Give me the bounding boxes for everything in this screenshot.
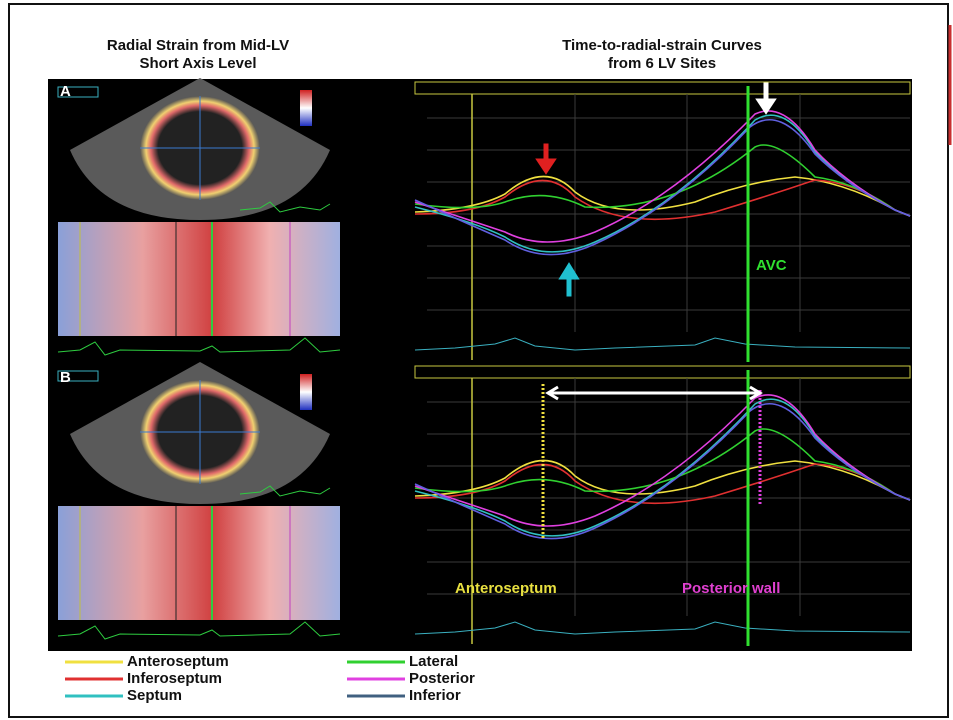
right-title: Time-to-radial-strain Curves <box>562 37 762 54</box>
panel-b-curves <box>413 364 912 648</box>
legend-label: Inferoseptum <box>127 670 222 687</box>
legend-label: Lateral <box>409 653 458 670</box>
panel-label: A <box>60 83 71 100</box>
panel-label: B <box>60 369 71 386</box>
annotation: Anteroseptum <box>455 580 557 597</box>
arrow <box>755 82 777 115</box>
legend-label: Anteroseptum <box>127 653 229 670</box>
panel-a-curves <box>413 80 912 364</box>
left-title: Short Axis Level <box>140 55 257 72</box>
annotation: Posterior wall <box>682 580 780 597</box>
left-title: Radial Strain from Mid-LV <box>107 37 289 54</box>
right-title: from 6 LV Sites <box>608 55 716 72</box>
arrow <box>558 262 580 297</box>
legend-label: Posterior <box>409 670 475 687</box>
arrow <box>535 143 557 175</box>
annotation: AVC <box>756 257 787 274</box>
legend-label: Septum <box>127 687 182 704</box>
legend-label: Inferior <box>409 687 461 704</box>
double-arrow <box>545 385 763 401</box>
